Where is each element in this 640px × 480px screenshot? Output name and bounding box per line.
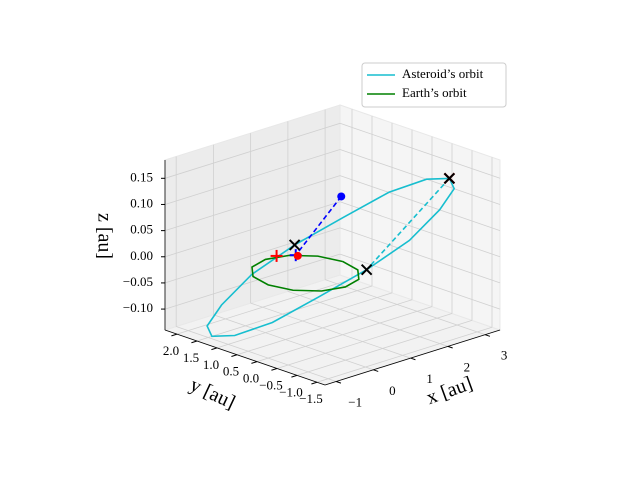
y-tick — [211, 347, 218, 351]
grid-line — [236, 299, 413, 356]
y-tick-label: 0.5 — [223, 364, 239, 379]
z-tick-label: −0.10 — [123, 300, 153, 315]
grid-line — [164, 122, 341, 179]
y-tick-label: 1.5 — [183, 350, 199, 365]
z-tick-label: 0.05 — [130, 222, 153, 237]
y-tick — [251, 361, 258, 364]
grid-line — [339, 227, 501, 284]
y-tick-label: −0.5 — [259, 377, 283, 392]
z-tick-label: 0.15 — [130, 169, 153, 184]
grid-line — [324, 279, 486, 336]
grid-line — [164, 175, 341, 231]
grid-line — [250, 302, 411, 359]
orbit-line — [206, 177, 456, 338]
dashed-segment — [366, 177, 450, 271]
grid-line — [176, 326, 337, 382]
x-tick-label: −1 — [348, 394, 362, 409]
grid-line — [176, 278, 353, 335]
grid-line — [256, 306, 433, 363]
marker-dot — [293, 251, 302, 260]
marker — [337, 192, 346, 201]
grid-line — [339, 149, 501, 205]
legend-label: Earth’s orbit — [402, 85, 467, 100]
marker — [443, 172, 456, 185]
x-tick-label: 0 — [389, 383, 396, 398]
grid-line — [276, 313, 453, 369]
y-axis-label: y [au] — [187, 374, 239, 414]
y-tick — [171, 333, 178, 337]
y-tick-label: 0.0 — [243, 371, 259, 386]
legend-label: Asteroid’s orbit — [402, 66, 484, 81]
legend-box — [361, 62, 507, 108]
z-tick-label: −0.05 — [123, 274, 153, 289]
grid-line — [216, 292, 393, 349]
z-tick-label: 0.00 — [130, 248, 153, 263]
y-tick — [191, 340, 198, 344]
grid-line — [164, 149, 341, 205]
grid-line — [339, 122, 501, 179]
y-tick — [311, 381, 318, 385]
grid-line — [164, 227, 341, 284]
y-tick — [271, 368, 278, 371]
x-tick — [447, 345, 453, 349]
x-tick — [410, 357, 416, 361]
grid-line — [164, 253, 341, 310]
marker — [270, 249, 283, 262]
z-axis-label: z [au] — [93, 213, 115, 259]
marker-stroke — [443, 172, 456, 185]
x-tick-label: 3 — [501, 348, 508, 363]
marker — [288, 239, 301, 251]
x-tick — [484, 334, 491, 337]
y-tick-label: −1.0 — [279, 384, 303, 399]
marker — [293, 251, 302, 260]
y-tick-label: 1.0 — [203, 357, 219, 372]
x-tick-label: 1 — [426, 371, 433, 386]
x-tick — [336, 381, 342, 384]
grid-line — [339, 253, 501, 310]
marker — [360, 264, 373, 276]
grid-line — [164, 201, 341, 258]
x-axis — [324, 329, 501, 386]
y-tick-label: 2.0 — [163, 343, 179, 358]
y-tick-label: −1.5 — [299, 391, 323, 406]
marker-stroke — [360, 264, 373, 276]
dashed-segment — [295, 195, 342, 256]
grid-line — [316, 326, 493, 383]
grid-line — [296, 319, 473, 376]
marker-dot — [337, 192, 346, 201]
marker-stroke — [288, 239, 301, 251]
grid-line — [339, 175, 501, 231]
orbit-line — [251, 254, 360, 292]
grid-line — [196, 285, 373, 342]
side-pane — [339, 104, 501, 331]
y-tick — [291, 374, 298, 378]
grid-line — [287, 291, 449, 347]
grid-line — [213, 314, 374, 371]
x-tick — [373, 369, 379, 372]
y-tick — [231, 354, 238, 357]
x-tick-label: 2 — [464, 359, 471, 374]
y-axis — [164, 329, 326, 386]
z-tick-label: 0.10 — [130, 195, 153, 210]
